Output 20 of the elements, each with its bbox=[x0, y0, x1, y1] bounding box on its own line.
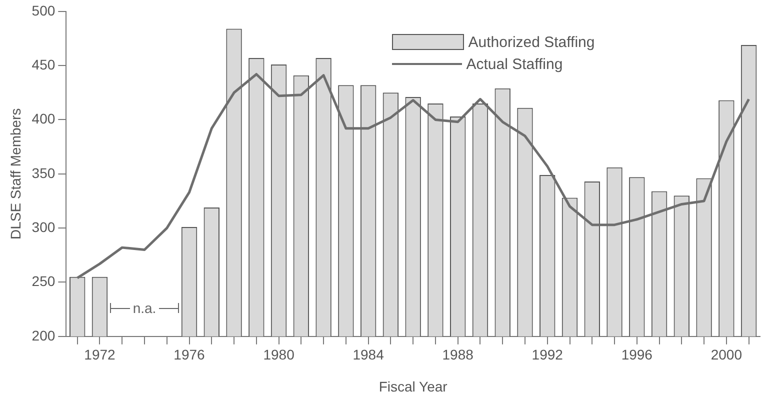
y-axis-title: DLSE Staff Members bbox=[7, 108, 24, 240]
x-tick-label: 1988 bbox=[442, 346, 474, 363]
y-tick-label: 300 bbox=[32, 218, 56, 235]
x-tick-label: 1984 bbox=[352, 346, 384, 363]
legend-label: Authorized Staffing bbox=[468, 34, 595, 51]
x-tick-label: 1972 bbox=[84, 346, 116, 363]
x-tick-label: 2000 bbox=[710, 346, 742, 363]
y-tick-label: 500 bbox=[32, 2, 56, 18]
y-tick-label: 350 bbox=[32, 164, 56, 181]
legend-label: Actual Staffing bbox=[466, 56, 563, 73]
annotation: n.a. bbox=[132, 300, 158, 316]
x-tick-label: 1996 bbox=[621, 346, 653, 363]
x-tick-label: 1976 bbox=[174, 346, 206, 363]
x-tick-label: 1992 bbox=[532, 346, 564, 363]
x-axis-title: Fiscal Year bbox=[378, 378, 448, 394]
y-tick-label: 200 bbox=[32, 327, 56, 344]
y-tick-label: 450 bbox=[32, 56, 56, 72]
y-tick-label: 400 bbox=[32, 110, 56, 127]
y-tick-label: 250 bbox=[32, 273, 56, 290]
x-tick-label: 1980 bbox=[263, 346, 295, 363]
